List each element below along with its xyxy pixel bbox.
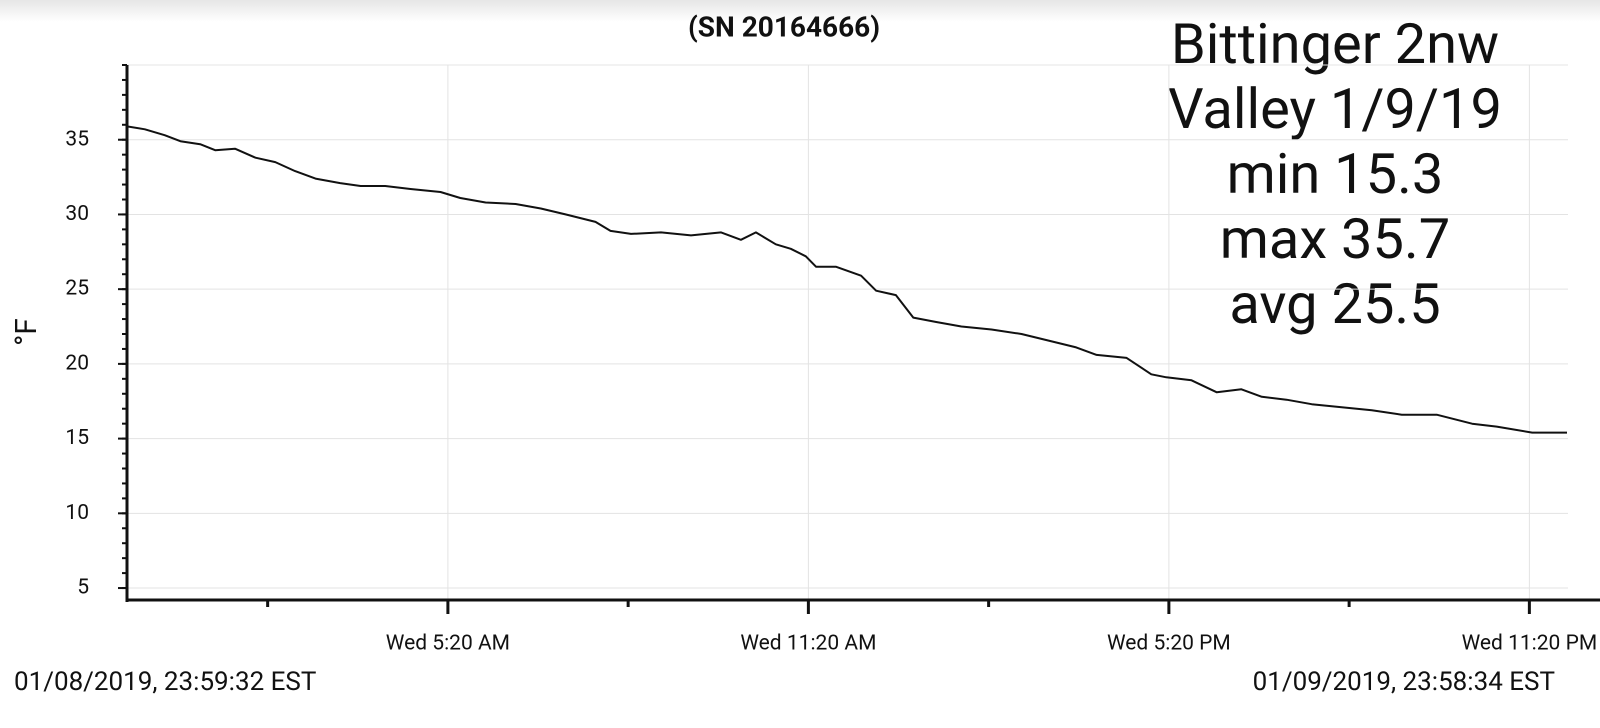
end-time: 01/09/2019, 23:58:34 EST [1253, 667, 1555, 697]
annotation-line: max 35.7 [1220, 206, 1450, 272]
chart-title: (SN 20164666) [688, 10, 880, 43]
y-tick-label: 25 [65, 277, 89, 301]
x-tick-label: Wed 5:20 PM [1107, 632, 1231, 656]
x-tick-label: Wed 11:20 PM [1462, 632, 1598, 656]
y-tick-label: 30 [65, 202, 89, 226]
data-line [126, 125, 1567, 434]
y-tick-label: 20 [65, 351, 89, 375]
y-axis-label: °F [9, 318, 44, 346]
annotation-line: min 15.3 [1227, 141, 1444, 207]
y-tick-label: 35 [65, 127, 89, 151]
y-tick-label: 15 [65, 426, 89, 450]
x-tick-label: Wed 5:20 AM [386, 632, 510, 656]
top-shade [0, 0, 1600, 22]
annotation-line: Valley 1/9/19 [1168, 76, 1502, 142]
start-time: 01/08/2019, 23:59:32 EST [14, 667, 316, 697]
y-tick-label: 10 [65, 501, 89, 525]
y-tick-label: 5 [77, 576, 89, 600]
annotation-line: avg 25.5 [1229, 271, 1440, 337]
annotation-line: Bittinger 2nw [1171, 11, 1499, 77]
x-tick-label: Wed 11:20 AM [740, 632, 876, 656]
